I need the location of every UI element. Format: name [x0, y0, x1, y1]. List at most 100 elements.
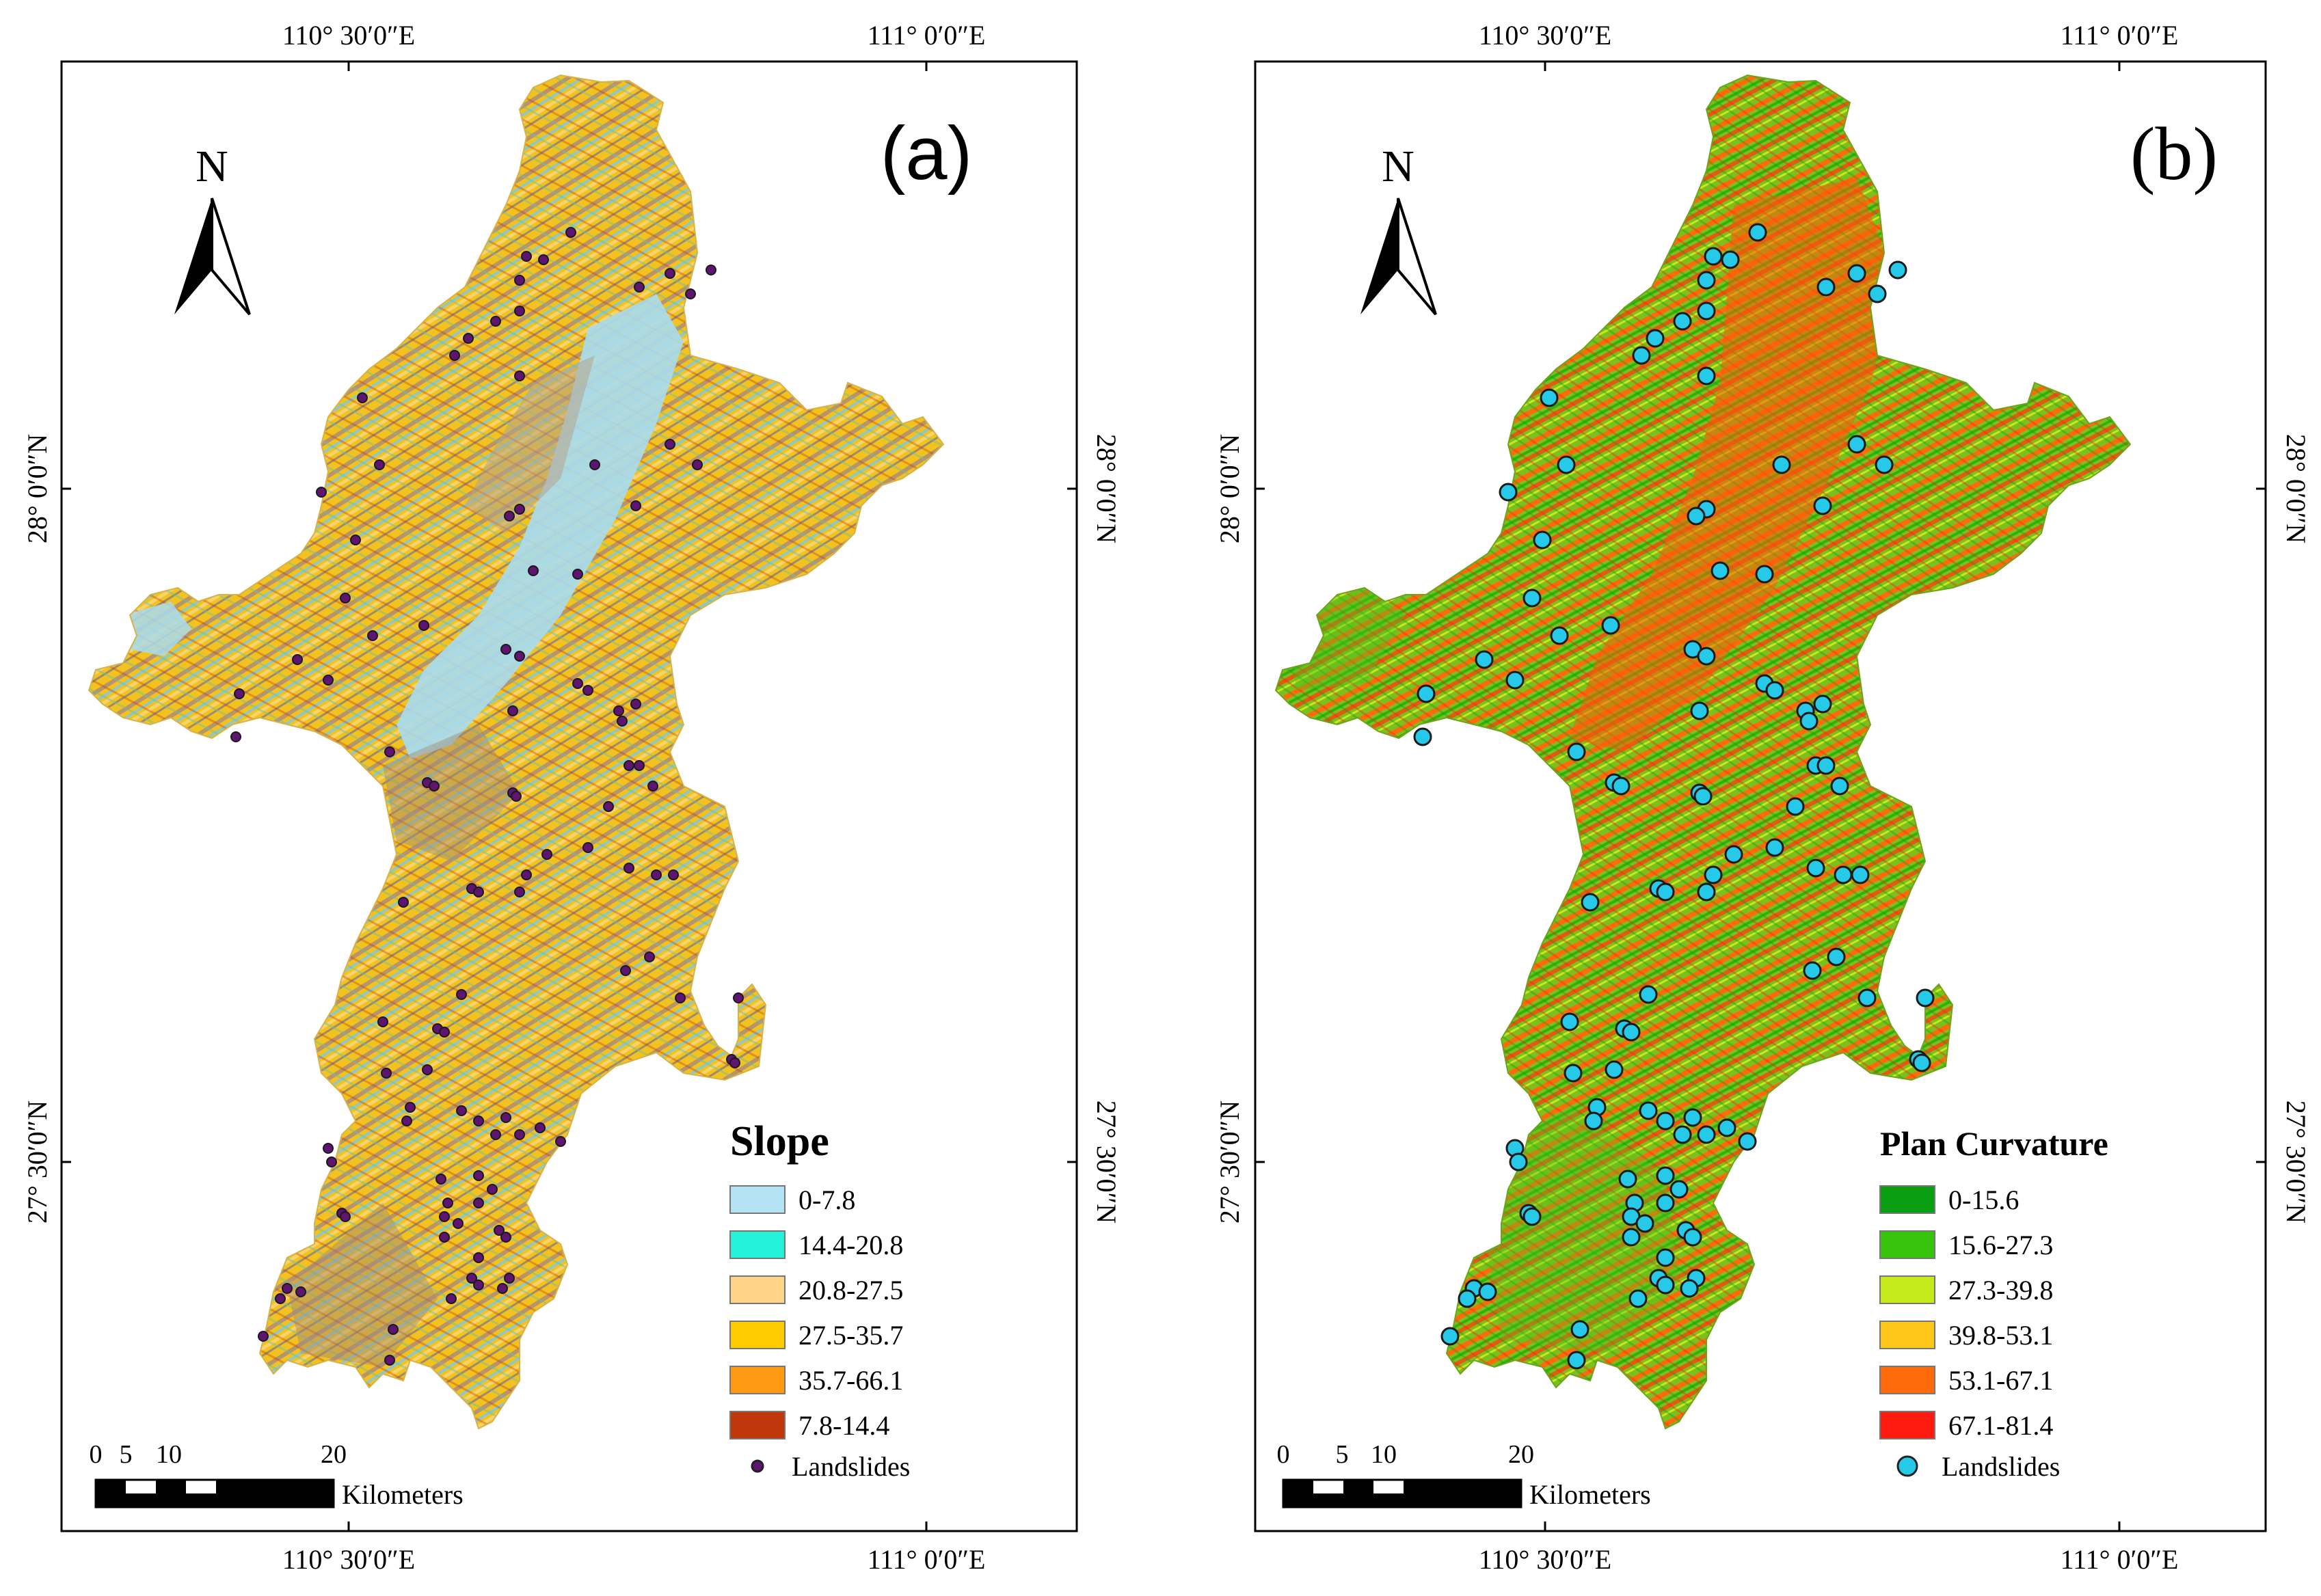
legend-swatch: [1879, 1185, 1935, 1214]
landslide-marker: [487, 1184, 498, 1195]
landslide-marker: [514, 887, 525, 897]
landslide-marker: [1611, 776, 1631, 796]
landslide-marker: [401, 1115, 412, 1126]
flat-zone: [465, 355, 595, 533]
landslide-marker: [623, 760, 634, 771]
scale-tick: 10: [1371, 1440, 1397, 1469]
legend-label: 67.1-81.4: [1948, 1410, 2053, 1441]
landslide-marker: [1673, 312, 1692, 331]
landslide-marker: [1765, 838, 1784, 857]
landslide-marker: [668, 869, 679, 880]
coord-right-upper: 28° 0′0″N: [2281, 434, 2311, 543]
north-label: N: [196, 141, 228, 191]
landslide-marker: [644, 951, 655, 962]
landslide-marker: [1806, 858, 1825, 878]
scale-tick: 5: [1336, 1440, 1349, 1469]
landslide-marker: [1570, 1320, 1589, 1339]
landslide-marker: [449, 350, 460, 361]
landslide-marker: [1710, 561, 1730, 580]
landslide-marker: [1560, 1012, 1579, 1031]
landslide-marker: [418, 620, 429, 631]
coord-bottom-right: 111° 0′0″E: [868, 1544, 986, 1575]
landslide-marker: [528, 565, 539, 576]
landslide-marker: [1704, 865, 1723, 884]
landslide-marker: [692, 459, 703, 470]
landslide-marker: [388, 1324, 399, 1335]
landslide-marker: [511, 791, 522, 802]
landslide-marker: [1799, 712, 1819, 731]
landslide-marker: [634, 760, 645, 771]
landslide-marker: [295, 1286, 306, 1297]
legend-swatch: [729, 1321, 786, 1349]
landslide-marker: [435, 1174, 446, 1185]
coord-top-left: 110° 30′0″E: [282, 20, 415, 51]
scale-tick: 0: [90, 1440, 103, 1469]
mixed-zone: [287, 1203, 438, 1367]
landslide-marker: [234, 688, 245, 699]
landslide-marker: [340, 593, 351, 604]
north-arrow-icon: N: [1360, 141, 1437, 316]
legend-label: 20.8-27.5: [799, 1275, 903, 1306]
landslide-marker: [1683, 1228, 1702, 1247]
landslide-marker: [1622, 1228, 1641, 1247]
landslide-marker: [422, 1064, 433, 1075]
legend-swatch: [729, 1411, 786, 1439]
landslide-marker: [729, 1057, 740, 1068]
landslide-marker: [1816, 756, 1836, 775]
landslide-marker: [514, 306, 525, 316]
landslide-marker: [617, 716, 628, 727]
landslide-marker: [1656, 882, 1675, 902]
landslide-marker: [1687, 506, 1706, 526]
legend-title: Slope: [730, 1118, 829, 1165]
landslide-marker: [473, 1170, 484, 1181]
coord-right-upper: 28° 0′0″N: [1091, 434, 1122, 543]
coord-bottom-right: 111° 0′0″E: [2061, 1544, 2179, 1575]
landslide-marker: [521, 869, 532, 880]
landslide-marker: [630, 699, 641, 709]
landslide-marker: [453, 1218, 464, 1229]
landslide-marker: [1622, 1023, 1641, 1042]
legend-label: 27.5-35.7: [799, 1320, 903, 1351]
landslide-marker: [473, 887, 484, 897]
landslide-marker: [1656, 1111, 1675, 1131]
landslide-points: [230, 227, 744, 1366]
coord-bottom-left: 110° 30′0″E: [282, 1544, 415, 1575]
panel-a-slope-map: 110° 30′0″E 111° 0′0″E 110° 30′0″E 111° …: [22, 20, 1122, 1575]
landslide-marker: [1816, 278, 1836, 297]
legend-swatch: [1879, 1275, 1935, 1304]
landslide-marker: [665, 268, 675, 279]
landslide-marker: [589, 459, 600, 470]
landslide-marker: [623, 863, 634, 874]
landslide-marker: [541, 849, 552, 860]
north-label: N: [1382, 141, 1414, 191]
landslide-marker: [504, 1273, 515, 1284]
scale-tick: 20: [1508, 1440, 1534, 1469]
landslide-points: [1413, 223, 1935, 1370]
landslide-marker: [473, 1280, 484, 1290]
landslide-marker: [1509, 1152, 1528, 1172]
landslide-marker: [1834, 865, 1853, 884]
landslide-marker: [685, 288, 696, 299]
landslide-marker: [1639, 1101, 1658, 1120]
landslide-marker: [405, 1102, 416, 1113]
landslide-marker: [1813, 496, 1832, 515]
landslide-marker: [377, 1016, 388, 1027]
landslide-marker: [282, 1283, 293, 1294]
landslide-marker: [1584, 1111, 1603, 1131]
landslide-marker: [675, 992, 686, 1003]
legend-landslide-marker: [751, 1459, 764, 1473]
landslide-marker: [367, 630, 378, 641]
landslide-marker: [1697, 271, 1716, 290]
legend-label: 0-15.6: [1948, 1185, 2019, 1215]
landslide-marker: [1697, 301, 1716, 321]
landslide-marker: [1413, 727, 1432, 746]
landslide-marker: [582, 685, 593, 696]
landslide-marker: [429, 781, 440, 792]
landslide-marker: [535, 1122, 546, 1133]
landslide-marker: [323, 1143, 334, 1154]
landslide-marker: [1912, 1053, 1931, 1072]
landslide-marker: [1697, 1125, 1716, 1144]
flat-zone: [397, 294, 684, 759]
landslide-marker: [500, 644, 511, 655]
